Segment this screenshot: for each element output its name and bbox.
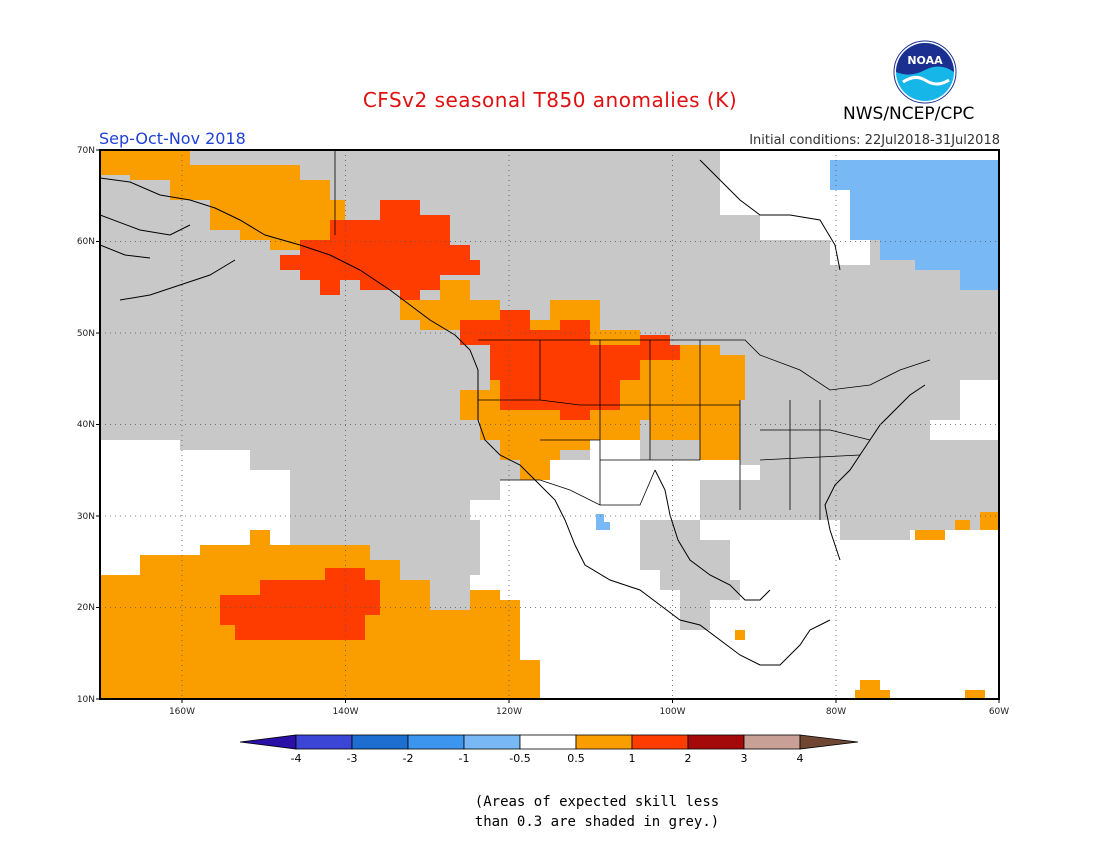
colorbar-label: -3 — [347, 752, 358, 765]
initial-conditions-label: Initial conditions: 22Jul2018-31Jul2018 — [749, 133, 1000, 148]
colorbar-segment — [407, 734, 465, 750]
colorbar-segments — [239, 734, 859, 750]
colorbar-label: -2 — [403, 752, 414, 765]
colorbar-label: -0.5 — [509, 752, 530, 765]
lon-tick-label: 120W — [496, 707, 522, 717]
lat-tick-label: 30N — [77, 512, 95, 522]
lat-tick-label: 10N — [77, 695, 95, 705]
colorbar-label: 2 — [685, 752, 692, 765]
lat-tick-label: 50N — [77, 329, 95, 339]
season-label: Sep-Oct-Nov 2018 — [99, 129, 246, 148]
lon-tick-label: 80W — [826, 707, 846, 717]
cold-anomaly-spot — [596, 514, 610, 530]
lon-tick-label: 100W — [659, 707, 685, 717]
organization-label: NWS/NCEP/CPC — [843, 104, 975, 124]
political-borders — [334, 150, 931, 520]
colorbar-segment — [575, 734, 633, 750]
lat-tick-label: 60N — [77, 237, 95, 247]
lat-tick-label: 40N — [77, 420, 95, 430]
latitude-axis: 70N 60N 50N 40N 30N 20N 10N — [77, 146, 95, 705]
skill-note-line: (Areas of expected skill less — [474, 794, 720, 810]
lon-tick-label: 60W — [989, 707, 1009, 717]
colorbar-label: 3 — [741, 752, 748, 765]
strong-warm-anomaly-region — [220, 200, 680, 640]
colorbar-label: -4 — [291, 752, 302, 765]
skill-note-line: than 0.3 are shaded in grey.) — [474, 814, 720, 830]
skill-note: (Areas of expected skill less than 0.3 a… — [0, 792, 1100, 832]
colorbar-segment — [463, 734, 521, 750]
latitude-tick-marks — [96, 149, 100, 700]
lat-tick-label: 20N — [77, 603, 95, 613]
colorbar-labels: -4 -3 -2 -1 -0.5 0.5 1 2 3 4 — [291, 752, 804, 765]
colorbar-label: 0.5 — [567, 752, 585, 765]
longitude-tick-marks — [181, 699, 1000, 703]
noaa-logo: NOAA — [893, 40, 957, 104]
colorbar-segment — [295, 734, 353, 750]
colorbar-label: -1 — [459, 752, 470, 765]
lon-tick-label: 140W — [332, 707, 358, 717]
colorbar-segment — [351, 734, 409, 750]
colorbar-segment — [631, 734, 689, 750]
colorbar-left-arrow — [239, 734, 297, 750]
colorbar-segment — [687, 734, 745, 750]
colorbar-segment — [743, 734, 801, 750]
longitude-axis: 160W 140W 120W 100W 80W 60W — [169, 707, 1009, 717]
colorbar-right-arrow — [799, 734, 859, 750]
colorbar-label: 4 — [797, 752, 804, 765]
colorbar-label: 1 — [629, 752, 636, 765]
colorbar-segment — [519, 734, 577, 750]
map-plot-area — [100, 150, 999, 699]
chart-title: CFSv2 seasonal T850 anomalies (K) — [362, 88, 738, 112]
lat-tick-label: 70N — [77, 146, 95, 156]
cold-anomaly-region — [830, 160, 999, 290]
noaa-logo-text: NOAA — [907, 54, 943, 67]
lon-tick-label: 160W — [169, 707, 195, 717]
